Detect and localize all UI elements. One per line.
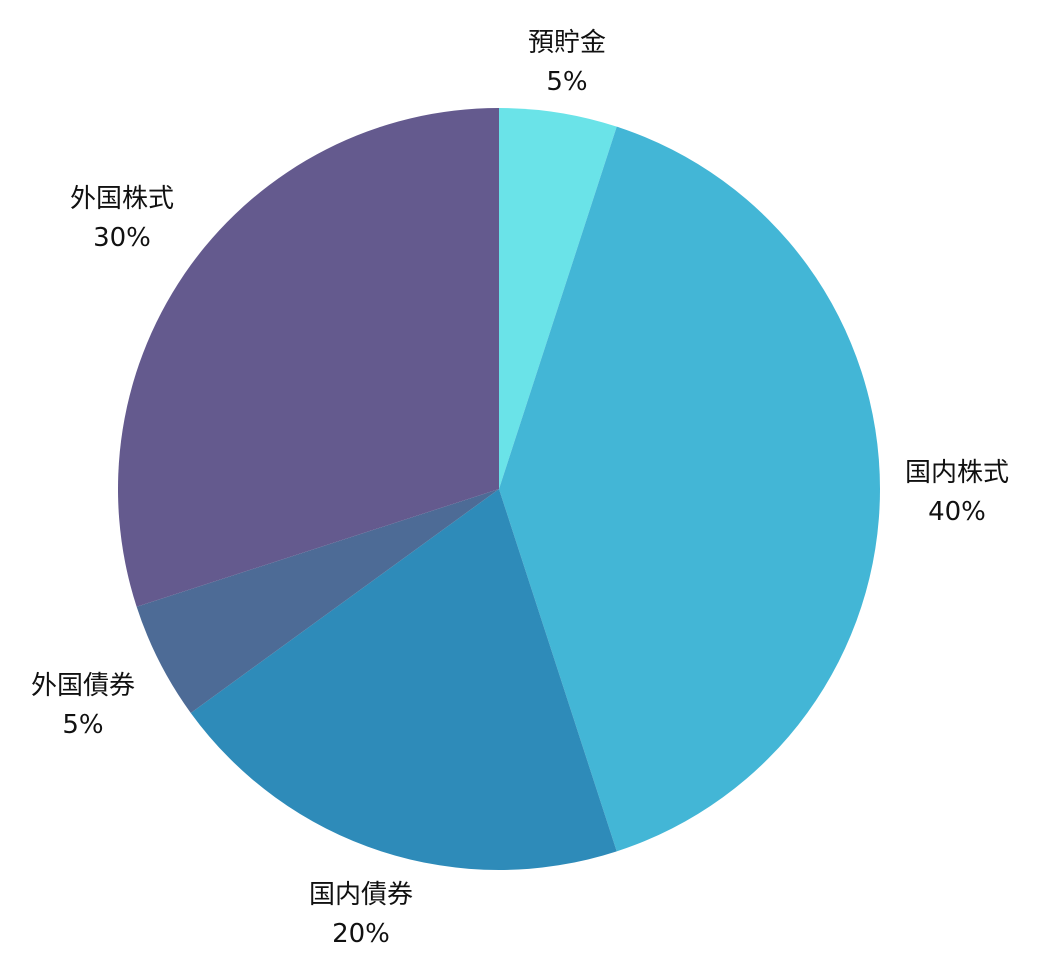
pie-slice [190, 489, 617, 870]
slice-percent-label: 5% [62, 710, 103, 740]
slice-percent-label: 40% [928, 497, 986, 527]
slice-label: 外国株式 [70, 184, 174, 214]
slice-percent-label: 30% [93, 223, 151, 253]
slice-label: 国内債券 [309, 880, 413, 910]
slice-label: 外国債券 [31, 671, 135, 701]
slice-percent-label: 5% [546, 67, 587, 97]
pie-slice [499, 108, 617, 489]
pie-slice [117, 108, 499, 607]
slice-label: 預貯金 [528, 28, 606, 58]
slice-label: 国内株式 [905, 458, 1009, 488]
pie-slice [136, 489, 499, 713]
pie-slice [499, 126, 880, 852]
slice-percent-label: 20% [332, 919, 390, 949]
